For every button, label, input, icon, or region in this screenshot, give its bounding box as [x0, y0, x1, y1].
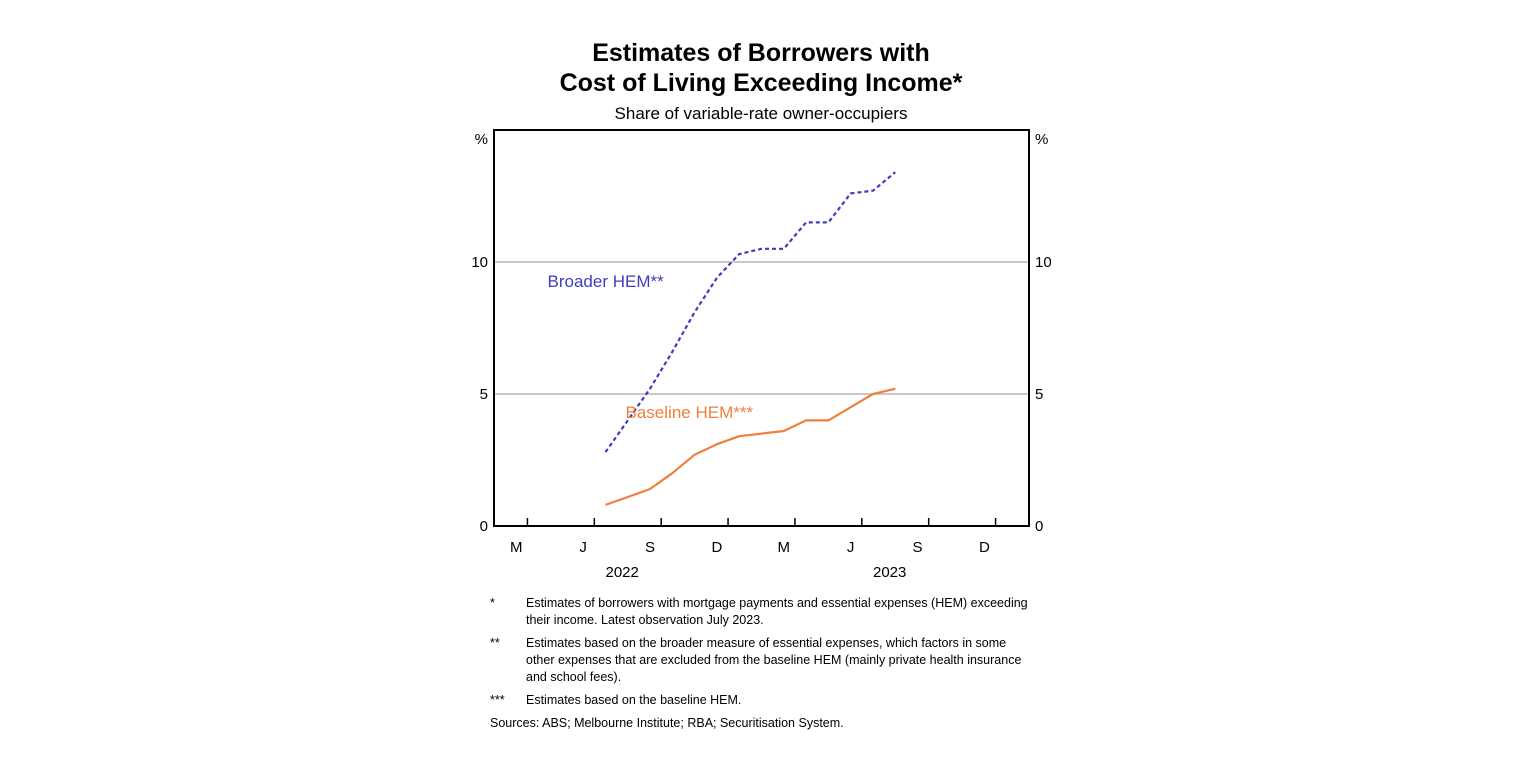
- x-tick-label: M: [778, 539, 791, 556]
- chart-subtitle: Share of variable-rate owner-occupiers: [614, 104, 908, 123]
- footnote-mark: ***: [490, 693, 505, 707]
- y-unit-right: %: [1035, 131, 1048, 148]
- footnote-mark: **: [490, 636, 500, 650]
- x-tick-label: J: [847, 539, 855, 556]
- y-tick-label-left: 0: [480, 518, 488, 535]
- footnote: * Estimates of borrowers with mortgage p…: [490, 595, 1050, 629]
- y-tick-label-right: 0: [1035, 518, 1043, 535]
- baseline-hem-line: [605, 387, 896, 506]
- footnote: ** Estimates based on the broader measur…: [490, 635, 1050, 686]
- broader-hem-label: Broader HEM**: [548, 272, 665, 291]
- chart-title: Estimates of Borrowers with Cost of Livi…: [0, 38, 1522, 98]
- y-tick-label-left: 10: [471, 254, 488, 271]
- footnote: *** Estimates based on the baseline HEM.: [490, 692, 1050, 709]
- footnote-text: Estimates based on the broader measure o…: [526, 636, 1022, 684]
- x-tick-label: S: [645, 539, 655, 556]
- footnotes: * Estimates of borrowers with mortgage p…: [490, 595, 1050, 732]
- footnote-text: Estimates based on the baseline HEM.: [526, 693, 742, 707]
- y-tick-label-right: 5: [1035, 386, 1043, 403]
- x-tick-label: J: [579, 539, 587, 556]
- year-label: 2023: [873, 564, 906, 581]
- plot-frame: [493, 129, 1030, 527]
- chart-title-line-2: Cost of Living Exceeding Income*: [559, 69, 963, 97]
- x-tick-label: M: [510, 539, 523, 556]
- y-tick-label-right: 10: [1035, 254, 1052, 271]
- footnote-text: Estimates of borrowers with mortgage pay…: [526, 596, 1028, 627]
- baseline-hem-label: Baseline HEM***: [626, 403, 754, 422]
- y-unit-left: %: [475, 131, 488, 148]
- x-tick-label: S: [913, 539, 923, 556]
- footnote-mark: *: [490, 596, 495, 610]
- x-tick-label: D: [711, 539, 722, 556]
- broader-hem-line: [604, 171, 897, 453]
- year-label: 2022: [605, 564, 638, 581]
- y-tick-label-left: 5: [480, 386, 488, 403]
- sources-note: Sources: ABS; Melbourne Institute; RBA; …: [490, 716, 844, 730]
- line-chart: 0 0 5 5 10 10% % M J S D M J S D 2022 2023 Broader HEM** B…: [471, 129, 1052, 581]
- chart-title-line-1: Estimates of Borrowers with: [592, 39, 930, 67]
- x-tick-label: D: [979, 539, 990, 556]
